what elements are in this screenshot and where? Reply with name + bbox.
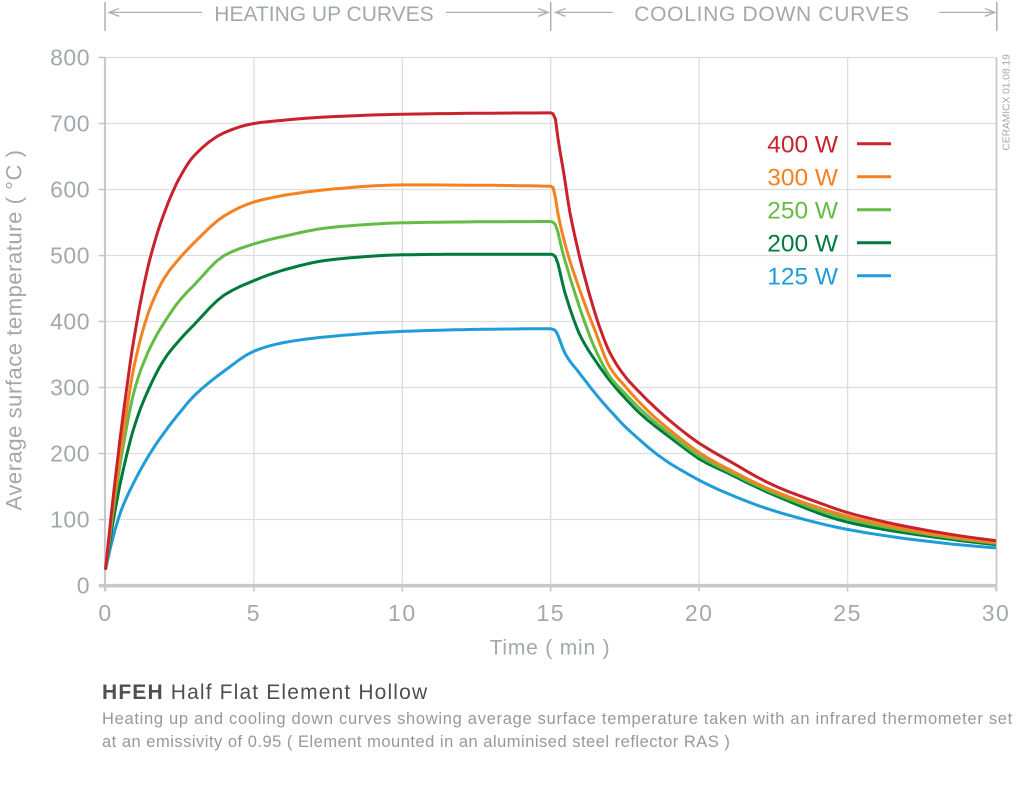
- svg-text:600: 600: [50, 177, 90, 203]
- svg-text:HEATING UP CURVES: HEATING UP CURVES: [214, 3, 433, 26]
- svg-text:400: 400: [50, 309, 90, 335]
- svg-text:500: 500: [50, 243, 90, 269]
- svg-text:HFEH Half Flat Element Hollow: HFEH Half Flat Element Hollow: [102, 681, 428, 704]
- svg-text:400 W: 400 W: [767, 132, 839, 159]
- svg-text:25: 25: [833, 600, 862, 626]
- svg-text:at an emissivity of 0.95 ( El: at an emissivity of 0.95 ( Element mount…: [102, 733, 730, 751]
- svg-text:COOLING DOWN CURVES: COOLING DOWN CURVES: [634, 3, 909, 26]
- svg-text:300: 300: [50, 375, 90, 401]
- svg-text:20: 20: [685, 600, 714, 626]
- svg-text:Heating up and cooling down cu: Heating up and cooling down curves showi…: [102, 710, 1013, 728]
- svg-text:700: 700: [50, 111, 90, 137]
- svg-text:5: 5: [247, 600, 261, 626]
- svg-text:300 W: 300 W: [767, 165, 839, 192]
- svg-text:10: 10: [388, 600, 417, 626]
- svg-text:800: 800: [50, 45, 90, 71]
- svg-text:200 W: 200 W: [767, 231, 839, 258]
- svg-text:30: 30: [982, 600, 1011, 626]
- svg-text:200: 200: [50, 441, 90, 467]
- svg-text:Average surface temperature (: Average surface temperature ( °C ): [2, 150, 27, 511]
- svg-text:125 W: 125 W: [767, 264, 839, 291]
- svg-text:0: 0: [77, 573, 90, 599]
- svg-text:100: 100: [50, 507, 90, 533]
- svg-text:0: 0: [98, 600, 112, 626]
- svg-text:CERAMICX 01.08.19: CERAMICX 01.08.19: [1002, 54, 1013, 151]
- svg-text:250 W: 250 W: [767, 198, 839, 225]
- svg-text:15: 15: [536, 600, 565, 626]
- svg-text:Time ( min ): Time ( min ): [490, 637, 611, 660]
